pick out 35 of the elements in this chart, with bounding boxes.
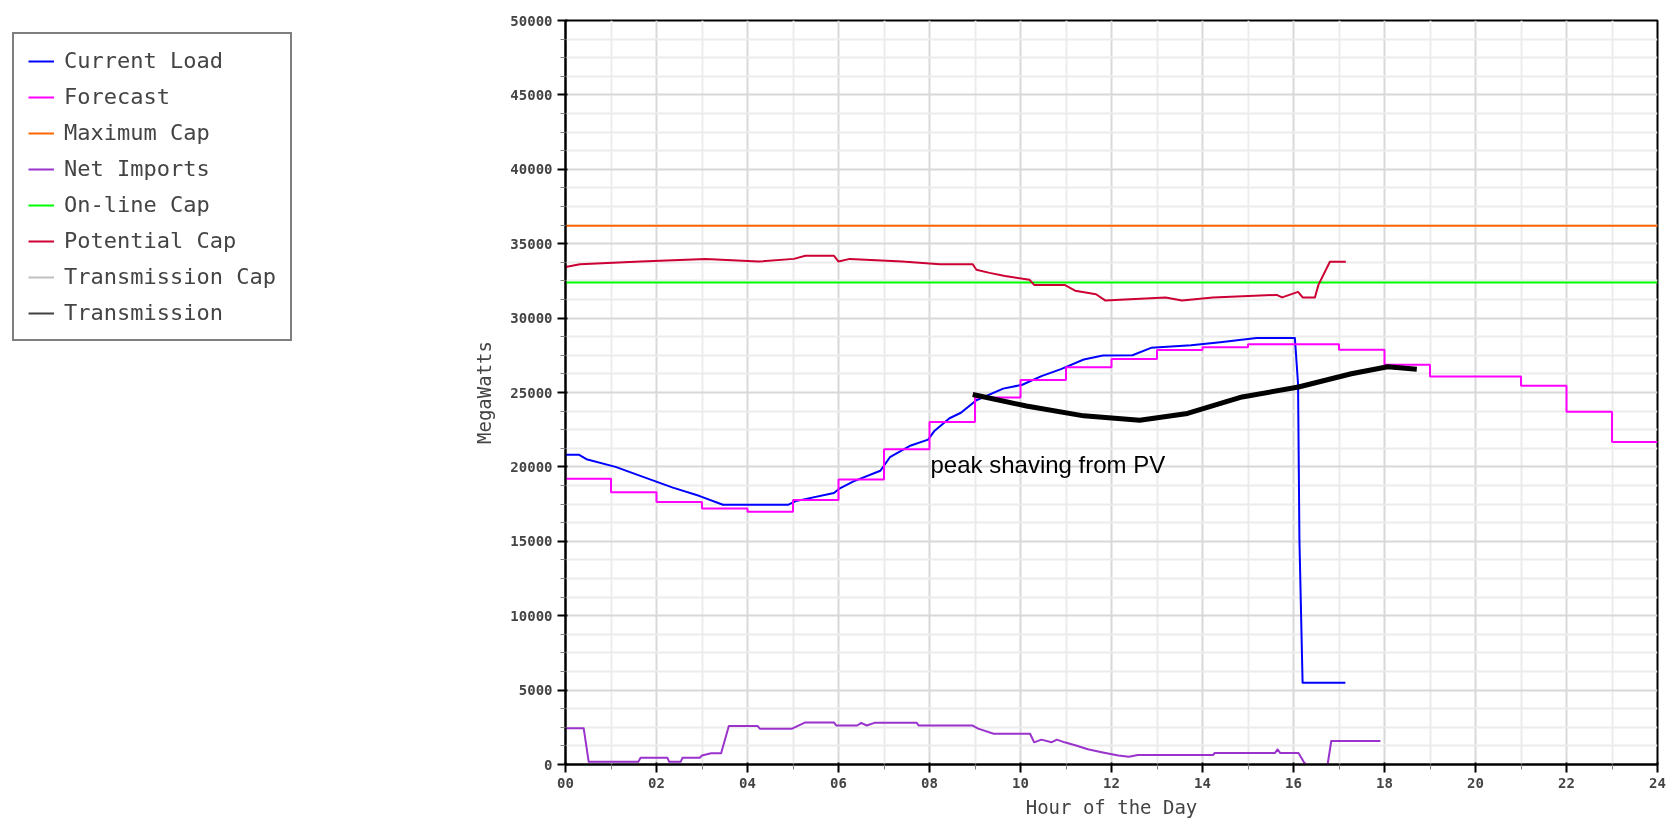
x-tick-label: 10: [1012, 774, 1029, 791]
x-tick-label: 22: [1558, 774, 1575, 791]
x-tick-label: 18: [1376, 774, 1393, 791]
x-tick-label: 12: [1103, 774, 1120, 791]
y-tick-label: 20000: [510, 458, 553, 475]
x-axis-title: Hour of the Day: [1025, 795, 1198, 818]
legend-label: On-line Cap: [64, 192, 210, 217]
y-tick-label: 40000: [510, 161, 553, 178]
legend-label: Transmission Cap: [64, 264, 276, 289]
annotation: peak shaving from PV: [930, 451, 1166, 478]
x-tick-label: 00: [557, 774, 574, 791]
legend-label: Net Imports: [64, 156, 210, 181]
y-tick-label: 15000: [510, 533, 553, 550]
y-tick-label: 10000: [510, 607, 553, 624]
x-tick-label: 16: [1285, 774, 1302, 791]
y-tick-label: 50000: [510, 12, 553, 29]
legend-label: Forecast: [64, 84, 170, 109]
y-tick-label: 35000: [510, 235, 553, 252]
y-axis-title: MegaWatts: [473, 341, 496, 444]
x-tick-label: 02: [648, 774, 665, 791]
y-tick-label: 5000: [518, 682, 553, 699]
legend-label: Current Load: [64, 48, 223, 73]
x-tick-label: 08: [921, 774, 938, 791]
y-tick-label: 25000: [510, 384, 553, 401]
y-tick-label: 45000: [510, 86, 553, 103]
x-tick-label: 20: [1467, 774, 1484, 791]
x-tick-label: 24: [1649, 774, 1666, 791]
legend-label: Maximum Cap: [64, 120, 210, 145]
x-tick-label: 14: [1194, 774, 1211, 791]
y-tick-label: 0: [544, 756, 553, 773]
x-tick-label: 04: [739, 774, 756, 791]
legend-label: Transmission: [64, 300, 223, 325]
legend-label: Potential Cap: [64, 228, 237, 253]
y-tick-label: 30000: [510, 310, 553, 327]
x-tick-label: 06: [830, 774, 847, 791]
